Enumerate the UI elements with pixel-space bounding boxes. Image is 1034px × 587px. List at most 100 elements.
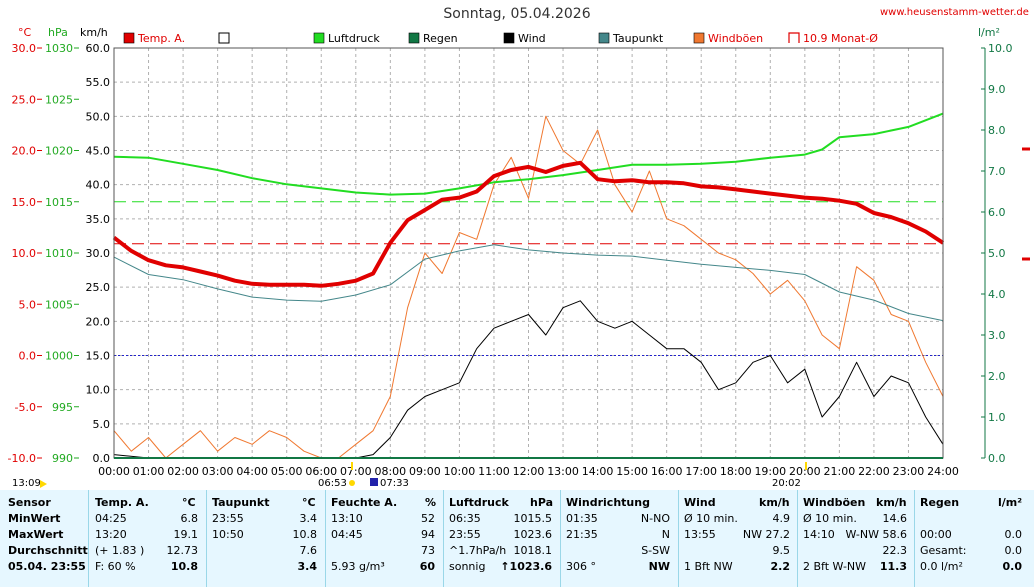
header-humidity-unit: % [425, 496, 437, 509]
cell-value: W-NW 58.6 [845, 528, 908, 541]
time-tick-label: 19:00 [754, 465, 786, 478]
pressure-tick-label: 1030 [45, 42, 73, 55]
cell-note: 13:20 [95, 528, 127, 541]
cell-note: Ø 10 min. [684, 512, 738, 525]
cell-note: 306 ° [566, 560, 596, 573]
temp-tick-label: -10.0 [8, 452, 36, 465]
wind-tick-label: 20.0 [86, 315, 111, 328]
axis-labels: 30.0 25.0 20.0 15.0 10.0 5.0 0.0 -5.0 -10.0 1030 1… [8, 42, 1013, 478]
pressure-unit-label: hPa [48, 26, 68, 39]
header-rain-unit: l/m² [998, 496, 1023, 509]
cell-value: NW 27.2 [742, 528, 790, 541]
header-dew-unit: °C [302, 496, 316, 509]
temp-tick-label: 20.0 [12, 145, 37, 158]
pressure-tick-label: 1010 [45, 247, 73, 260]
temp-tick-label: 10.0 [12, 247, 37, 260]
table-row: 05.04. 23:55 F: 60 % 10.8 3.4 5.93 g/m³ 60 son… [0, 560, 1034, 576]
cell-value: 73 [421, 544, 435, 557]
cell-note: 1 Bft NW [684, 560, 733, 573]
rain-tick-label: 10.0 [988, 42, 1013, 55]
pressure-tick-label: 1025 [45, 93, 73, 106]
rain-tick-label: 4.0 [988, 288, 1006, 301]
cell-value: 7.6 [299, 544, 318, 557]
legend-swatch [218, 32, 230, 44]
header-humidity: Feuchte A. [331, 496, 398, 509]
cell-value: 1015.5 [513, 512, 553, 525]
cell-note: 04:25 [95, 512, 127, 525]
cell-note: Gesamt: [920, 544, 967, 557]
cell-note: sonnig [449, 560, 486, 573]
row-label: Durchschnitt [8, 544, 88, 557]
legend-label: Regen [423, 32, 458, 45]
time-tick-label: 16:00 [651, 465, 683, 478]
time-tick-label: 09:00 [409, 465, 441, 478]
legend-label: Luftdruck [328, 32, 380, 45]
time-tick-label: 24:00 [927, 465, 959, 478]
cell-value: N [661, 528, 670, 541]
chart-grid [114, 48, 943, 458]
temp-tick-label: 15.0 [12, 196, 37, 209]
cell-value: 4.9 [772, 512, 791, 525]
rain-tick-label: 7.0 [988, 165, 1006, 178]
rain-unit-label: l/m² [978, 26, 1000, 39]
cell-value: 0.0 [1002, 560, 1023, 573]
cell-value: 0.0 [1004, 528, 1023, 541]
wind-tick-label: 15.0 [86, 350, 111, 363]
sunset-time-label: 20:02 [772, 478, 801, 489]
legend-swatch [788, 32, 800, 43]
moon-time-label: 13:09 [12, 478, 41, 489]
temp-tick-label: 5.0 [19, 298, 37, 311]
header-dew: Taupunkt [212, 496, 270, 509]
moon-icon [40, 480, 47, 488]
wind-tick-label: 50.0 [86, 110, 111, 123]
header-gusts: Windböen [803, 496, 866, 509]
cell-value: 3.4 [297, 560, 318, 573]
cell-value: 6.8 [180, 512, 199, 525]
time-tick-label: 18:00 [720, 465, 752, 478]
time-tick-label: 21:00 [824, 465, 856, 478]
cell-value: 22.3 [882, 544, 908, 557]
legend-swatch [123, 32, 135, 44]
time-tick-label: 22:00 [858, 465, 890, 478]
cell-note: 2 Bft W-NW [803, 560, 867, 573]
cell-value: 60 [419, 560, 435, 573]
time-tick-label: 14:00 [582, 465, 614, 478]
wind-tick-label: 10.0 [86, 384, 111, 397]
cell-note: 0.0 l/m² [920, 560, 963, 573]
rain-tick-label: 0.0 [988, 452, 1006, 465]
temp-tick-label: 0.0 [19, 350, 37, 363]
cell-value: 10.8 [170, 560, 198, 573]
cell-note: 14:10 [803, 528, 835, 541]
cell-note: 23:55 [449, 528, 481, 541]
cell-value: 11.3 [879, 560, 907, 573]
series-temp-a- [112, 160, 945, 288]
pressure-tick-label: 1005 [45, 298, 73, 311]
civil-time-label: 07:33 [380, 478, 409, 489]
time-tick-label: 07:00 [340, 465, 372, 478]
chart-legend: Temp. A. Luftdruck Regen Wind Taupunkt Windbö… [123, 32, 878, 45]
rain-tick-label: 1.0 [988, 411, 1006, 424]
cell-value: 0.0 [1004, 544, 1023, 557]
time-tick-label: 23:00 [893, 465, 925, 478]
rain-tick-label: 3.0 [988, 329, 1006, 342]
cell-value: S-SW [641, 544, 670, 557]
table-row: MinWert 04:25 6.8 23:55 3.4 13:10 52 06:35 1015.… [0, 512, 1034, 528]
legend-swatch [598, 32, 610, 44]
wind-tick-label: 5.0 [93, 418, 111, 431]
header-gusts-unit: km/h [876, 496, 907, 509]
time-tick-label: 10:00 [444, 465, 476, 478]
row-label: MaxWert [8, 528, 64, 541]
series-windb-en [113, 115, 944, 459]
legend-label: Wind [518, 32, 546, 45]
table-row: Durchschnitt (+ 1.83 ) 12.73 7.6 73 ^1.7hPa/h… [0, 544, 1034, 560]
time-tick-label: 17:00 [685, 465, 717, 478]
cell-note: 5.93 g/m³ [331, 560, 385, 573]
time-tick-label: 15:00 [616, 465, 648, 478]
legend-swatch [313, 32, 325, 44]
cell-value: 52 [421, 512, 435, 525]
pressure-tick-label: 995 [52, 401, 73, 414]
site-link[interactable]: www.heusenstamm-wetter.de [880, 7, 1029, 18]
cell-note: 00:00 [920, 528, 952, 541]
cell-value: 1018.1 [513, 544, 553, 557]
cell-value: NW [648, 560, 670, 573]
